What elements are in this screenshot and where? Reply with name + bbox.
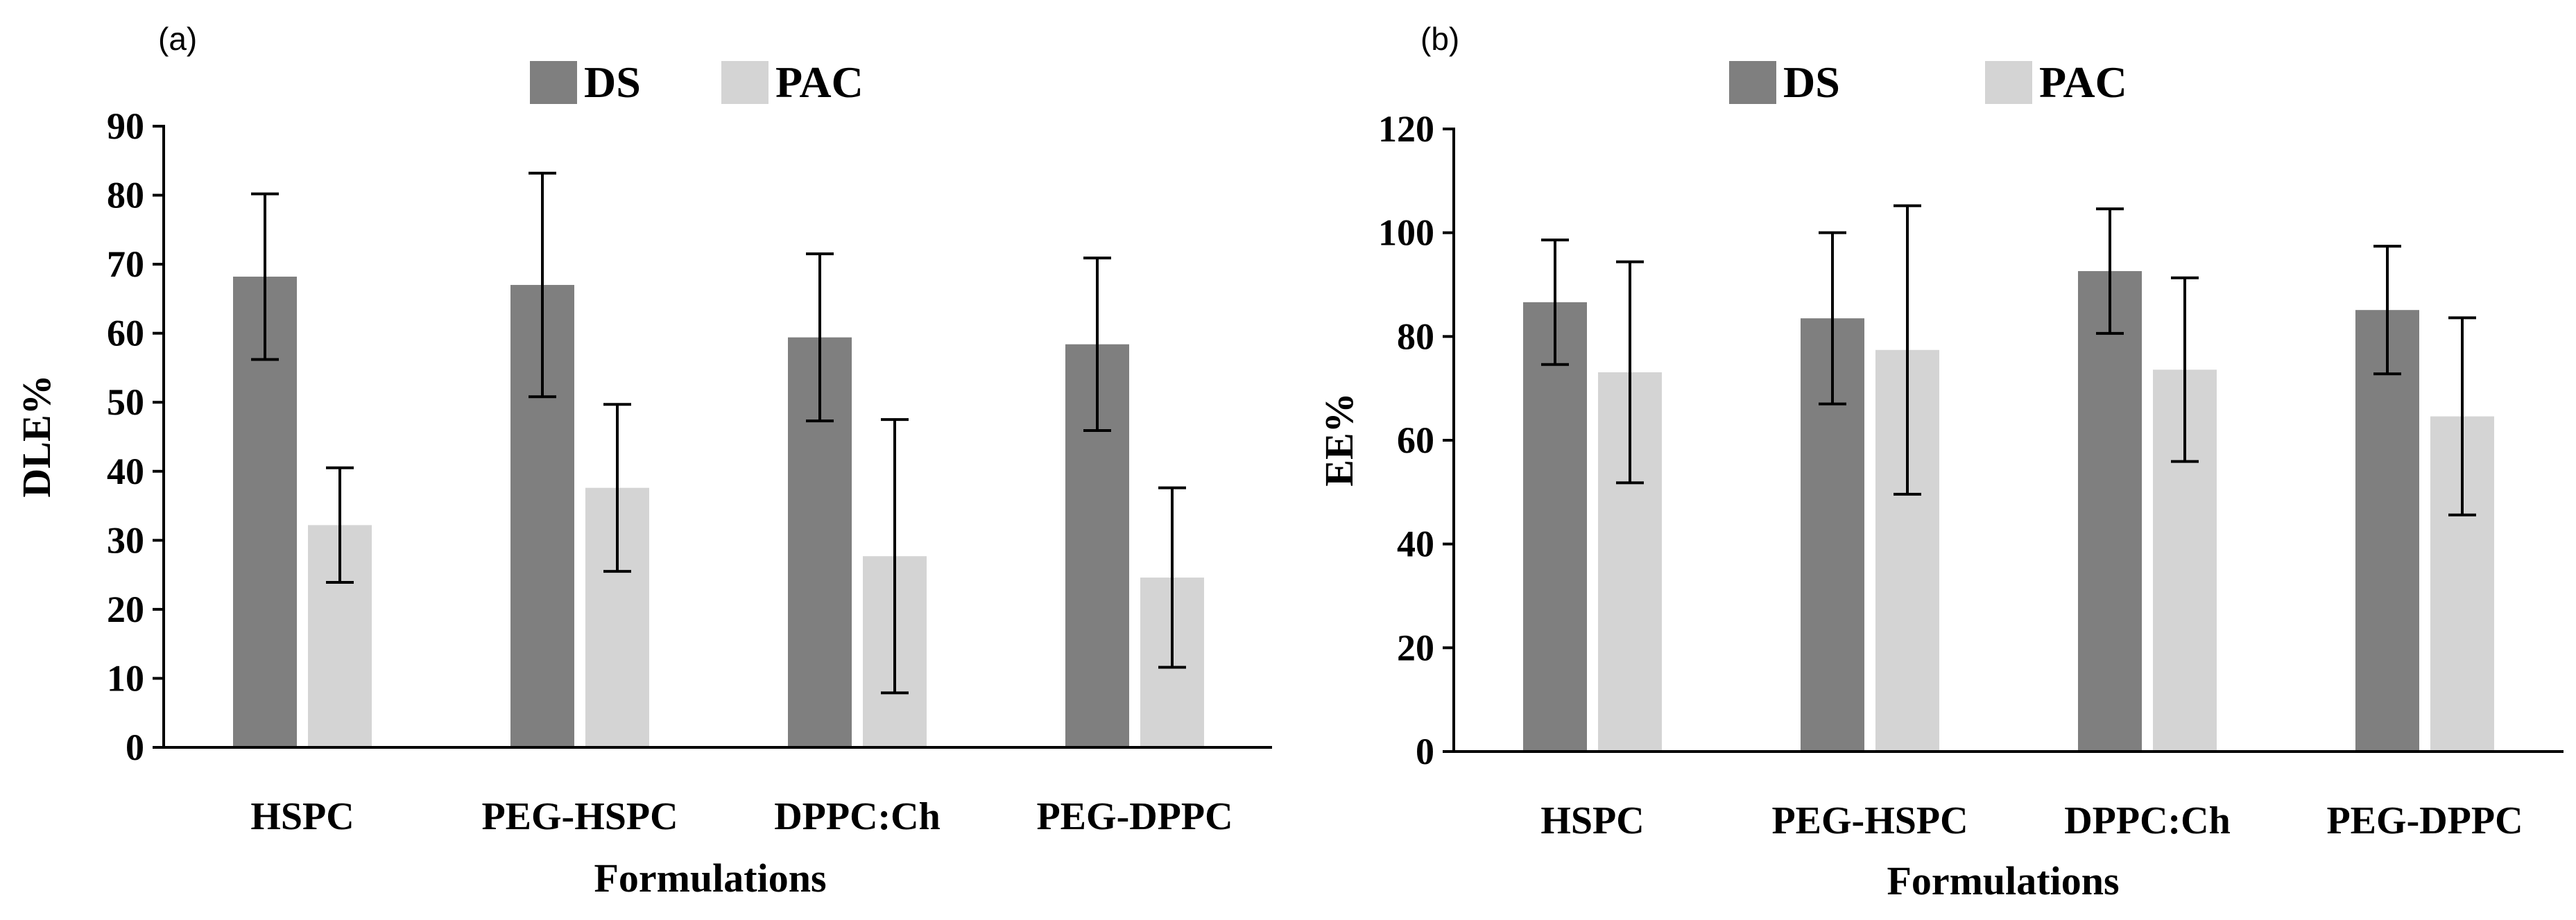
- y-tick-label: 60: [107, 313, 144, 354]
- y-axis-ticks: 0 10 20 30 40 50 60 70 80 90: [107, 105, 164, 768]
- bar-ds-peg-dppc: [2355, 310, 2419, 752]
- legend-swatch-ds: [1729, 61, 1776, 104]
- error-bar: [806, 252, 834, 423]
- legend-swatch-pac: [721, 61, 768, 104]
- legend-swatch-ds: [530, 61, 577, 104]
- y-tick-label: 0: [1416, 731, 1434, 772]
- legend-label-pac: PAC: [775, 58, 864, 107]
- y-axis-title: DLE%: [14, 374, 59, 497]
- x-category-label: DPPC:Ch: [774, 795, 941, 838]
- error-bar: [529, 171, 556, 399]
- legend-label-ds: DS: [1783, 58, 1840, 107]
- y-tick-label: 90: [107, 105, 144, 147]
- x-axis-title: Formulations: [1887, 858, 2119, 903]
- y-tick-label: 10: [107, 657, 144, 699]
- legend-label-pac: PAC: [2039, 58, 2127, 107]
- panel-label: (a): [158, 21, 197, 57]
- y-tick-label: 50: [107, 381, 144, 423]
- y-axis-title: EE%: [1316, 392, 1362, 486]
- y-tick-label: 120: [1378, 108, 1434, 150]
- bar-ds-hspc: [1523, 302, 1587, 752]
- error-bar: [1158, 486, 1186, 669]
- x-category-label: PEG-DPPC: [2326, 799, 2523, 842]
- x-category-label: HSPC: [250, 795, 354, 838]
- y-tick-label: 30: [107, 519, 144, 561]
- error-bar: [2448, 316, 2476, 517]
- chart-panel-a: (a) DS PAC 0 10 20 30 40 50 60 70 80 90 HSPC PEG-H…: [14, 21, 1272, 901]
- bars: [1523, 271, 2494, 752]
- x-category-label: HSPC: [1540, 799, 1644, 842]
- y-tick-label: 100: [1378, 212, 1434, 254]
- chart-panel-b: (b) DS PAC 0 20 40 60 80 100 120 HSPC PEG-HSPC D…: [1316, 21, 2564, 903]
- error-bar: [2096, 207, 2124, 335]
- error-bar: [326, 466, 354, 584]
- y-tick-label: 80: [1397, 315, 1434, 357]
- x-category-label: PEG-HSPC: [481, 795, 678, 838]
- error-bar: [2171, 276, 2199, 463]
- y-tick-label: 70: [107, 243, 144, 285]
- x-axis-categories: HSPC PEG-HSPC DPPC:Ch PEG-DPPC: [250, 795, 1233, 838]
- panel-label: (b): [1420, 21, 1459, 57]
- x-category-label: PEG-HSPC: [1771, 799, 1968, 842]
- error-bars: [1541, 204, 2476, 517]
- error-bar: [603, 403, 631, 573]
- bar-ds-dppc-ch: [2078, 271, 2142, 752]
- y-tick-label: 20: [1397, 627, 1434, 668]
- y-tick-label: 20: [107, 589, 144, 630]
- error-bar: [1541, 238, 1569, 366]
- x-axis-categories: HSPC PEG-HSPC DPPC:Ch PEG-DPPC: [1540, 799, 2523, 842]
- y-tick-label: 40: [1397, 523, 1434, 565]
- error-bar: [1083, 257, 1111, 433]
- bars: [233, 277, 1204, 747]
- x-axis-title: Formulations: [594, 856, 826, 901]
- legend-label-ds: DS: [584, 58, 641, 107]
- y-axis-ticks: 0 20 40 60 80 100 120: [1378, 108, 1454, 772]
- y-tick-label: 60: [1397, 419, 1434, 461]
- error-bar: [251, 192, 279, 361]
- error-bar: [1616, 260, 1644, 485]
- y-tick-label: 40: [107, 451, 144, 492]
- y-tick-label: 80: [107, 175, 144, 216]
- error-bars: [251, 171, 1186, 695]
- x-category-label: PEG-DPPC: [1036, 795, 1233, 838]
- error-bar: [2373, 245, 2401, 376]
- error-bar: [1819, 231, 1846, 406]
- error-bar: [881, 418, 909, 695]
- y-tick-label: 0: [126, 727, 144, 768]
- error-bar: [1894, 204, 1921, 496]
- legend-swatch-pac: [1985, 61, 2032, 104]
- x-category-label: DPPC:Ch: [2064, 799, 2231, 842]
